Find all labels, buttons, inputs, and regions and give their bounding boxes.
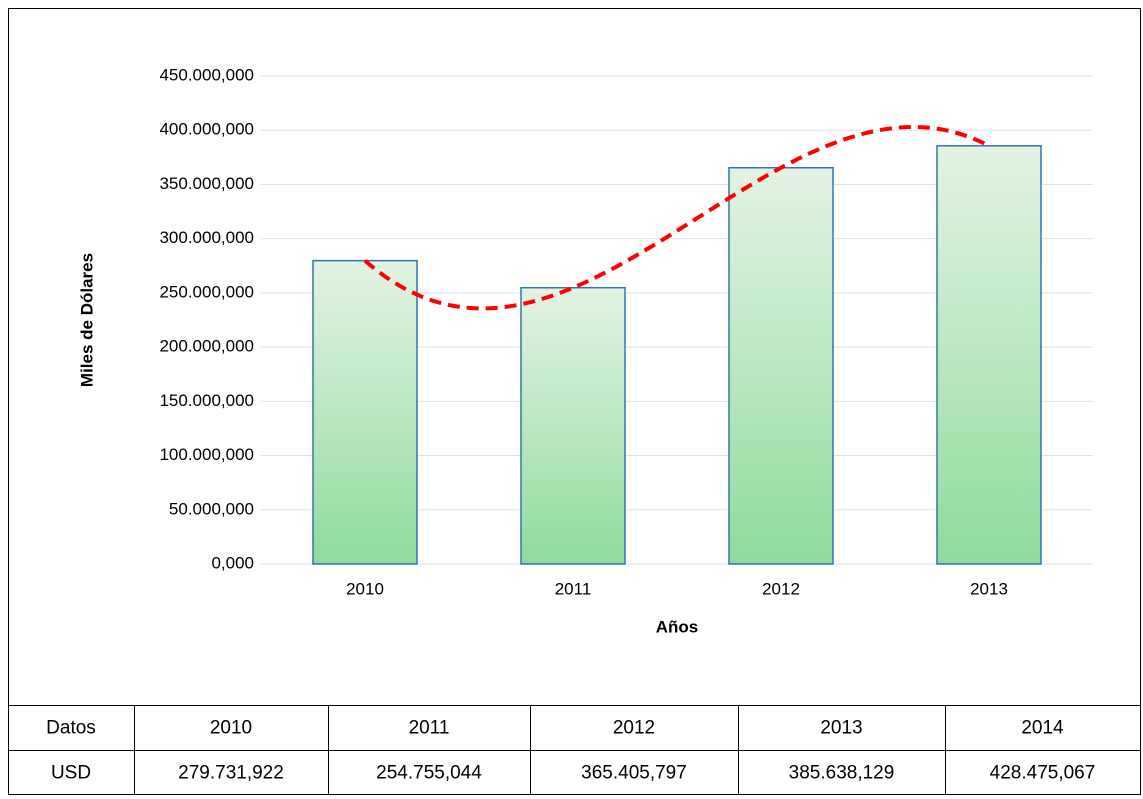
- x-tick-label: 2012: [762, 579, 800, 598]
- table-cell: 2012: [613, 718, 655, 739]
- table-cell: 279.731,922: [178, 763, 284, 784]
- y-tick-label: 350.000,000: [159, 174, 254, 193]
- table-cell: USD: [51, 763, 91, 784]
- bar: [312, 259, 418, 565]
- x-axis-title: Años: [656, 617, 699, 636]
- x-tick-label: 2013: [970, 579, 1008, 598]
- table-cell: 2013: [820, 718, 862, 739]
- table-cell: 2010: [210, 718, 252, 739]
- y-tick-label: 450.000,000: [159, 65, 254, 84]
- y-tick-label: 150.000,000: [159, 391, 254, 410]
- table-cell: 254.755,044: [376, 763, 482, 784]
- table-cell: 2014: [1021, 718, 1064, 739]
- frame: [8, 8, 1141, 795]
- y-tick-label: 250.000,000: [159, 282, 254, 301]
- y-tick-label: 0,000: [211, 553, 254, 572]
- x-tick-label: 2011: [555, 579, 592, 598]
- table-cell: 385.638,129: [789, 763, 895, 784]
- y-tick-label: 400.000,000: [159, 120, 254, 139]
- table-cell: 365.405,797: [581, 763, 687, 784]
- y-tick-label: 300.000,000: [159, 228, 254, 247]
- y-tick-label: 50.000,000: [169, 499, 254, 518]
- bar: [728, 166, 834, 565]
- bar: [936, 145, 1042, 565]
- table-cell: Datos: [46, 718, 96, 739]
- y-tick-label: 100.000,000: [159, 445, 254, 464]
- y-tick-label: 200.000,000: [159, 337, 254, 356]
- x-tick-label: 2010: [346, 579, 384, 598]
- y-axis-title: Miles de Dólares: [77, 253, 96, 387]
- table-cell: 428.475,067: [990, 763, 1096, 784]
- trendline: [363, 125, 990, 311]
- bar: [520, 286, 626, 565]
- table-cell: 2011: [409, 718, 450, 739]
